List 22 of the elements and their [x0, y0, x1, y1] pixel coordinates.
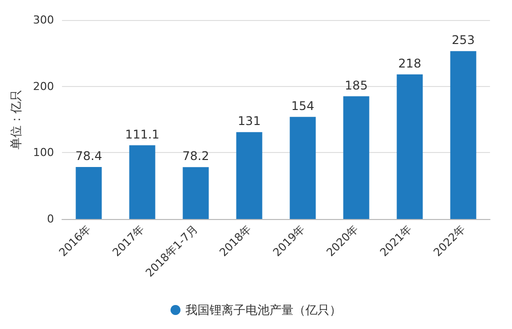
data-label: 131 [238, 114, 261, 128]
legend-label: 我国锂离子电池产量（亿只） [186, 303, 342, 317]
y-axis-title: 单位：亿只 [9, 90, 24, 150]
y-tick-label: 0 [47, 212, 54, 226]
bar [290, 116, 316, 219]
y-tick-label: 100 [33, 146, 54, 160]
data-label: 253 [452, 33, 475, 48]
data-label: 78.4 [75, 148, 102, 163]
bar [450, 51, 476, 219]
data-label: 78.2 [182, 149, 210, 164]
bar [396, 74, 423, 219]
data-label: 111.1 [125, 127, 160, 142]
bar [76, 166, 102, 219]
y-tick-label: 200 [33, 80, 54, 93]
data-label: 185 [344, 78, 368, 92]
data-label: 154 [291, 98, 314, 113]
bar [129, 145, 156, 219]
bar [343, 96, 370, 219]
data-label: 218 [398, 56, 422, 70]
y-tick-label: 300 [33, 14, 54, 26]
bar [182, 167, 209, 219]
bar [236, 132, 262, 219]
